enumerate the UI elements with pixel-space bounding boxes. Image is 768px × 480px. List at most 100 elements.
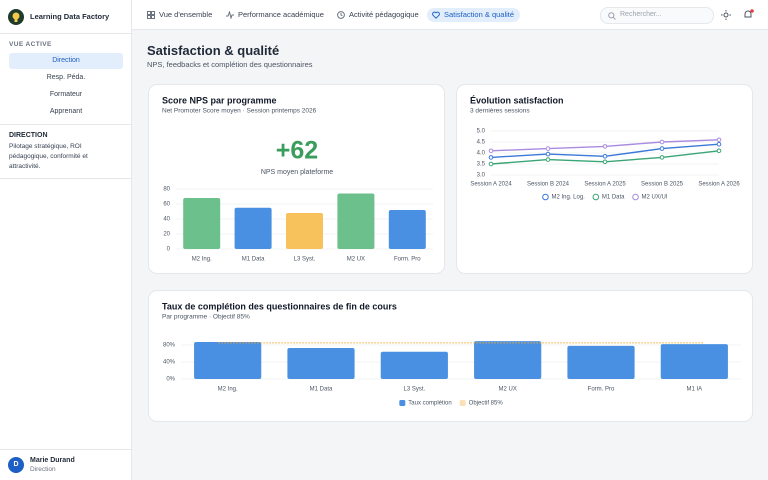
bar bbox=[285, 213, 324, 249]
line-point bbox=[602, 144, 608, 149]
role-item[interactable]: Formateur bbox=[49, 91, 83, 98]
y-tick-label: 60 bbox=[163, 202, 170, 208]
nav-tab[interactable]: Performance académique bbox=[221, 8, 330, 22]
kpi-value: +62 bbox=[276, 137, 318, 165]
bar bbox=[337, 193, 375, 249]
kpi-label: NPS moyen plateforme bbox=[261, 169, 333, 176]
section-label: VUE ACTIVE bbox=[9, 41, 52, 48]
x-tick-label: Session A 2026 bbox=[698, 182, 740, 188]
line-point bbox=[488, 148, 494, 154]
card: Évolution satisfaction 3 dernières sessio… bbox=[456, 84, 753, 274]
line-point bbox=[602, 154, 608, 159]
bar bbox=[474, 341, 542, 379]
legend-label: M2 Ing. Log. bbox=[551, 195, 585, 201]
nav-tab[interactable]: Satisfaction & qualité bbox=[427, 8, 521, 22]
nav-tab[interactable]: Activité pédagogique bbox=[332, 8, 425, 22]
search-placeholder: Rechercher... bbox=[620, 11, 662, 18]
chart-title: Score NPS par programme bbox=[162, 95, 277, 105]
chart-title: Évolution satisfaction bbox=[470, 95, 564, 105]
bar bbox=[234, 207, 272, 249]
brand-name: Learning Data Factory bbox=[30, 12, 110, 21]
x-tick-label: Form. Pro bbox=[588, 387, 615, 393]
bar bbox=[388, 210, 426, 249]
line-point bbox=[659, 139, 665, 145]
role-item[interactable]: Apprenant bbox=[49, 108, 83, 115]
legend-label: M1 Data bbox=[602, 195, 625, 201]
brand-logo bbox=[8, 9, 24, 25]
legend-swatch bbox=[459, 400, 466, 406]
x-tick-label: Form. Pro bbox=[394, 257, 421, 263]
line-point bbox=[716, 141, 722, 147]
x-tick-label: M1 IA bbox=[686, 387, 702, 393]
user-name: Marie Durand bbox=[30, 457, 75, 464]
bar bbox=[660, 344, 728, 379]
chart-subtitle: Par programme · Objectif 85% bbox=[162, 314, 250, 321]
page-title: Satisfaction & qualité bbox=[147, 43, 280, 58]
line-point bbox=[545, 157, 551, 162]
line-point bbox=[545, 146, 551, 151]
bar bbox=[194, 342, 262, 379]
chart-title: Taux de complétion des questionnaires de… bbox=[162, 301, 397, 311]
y-tick-label: 4.5 bbox=[477, 140, 486, 146]
chart: Score NPS par programme Net Promoter Scor… bbox=[162, 95, 433, 263]
bar bbox=[183, 198, 221, 249]
nav-tab-label: Performance académique bbox=[238, 10, 324, 19]
y-tick-label: 5.0 bbox=[477, 129, 486, 135]
user-avatar[interactable]: D bbox=[8, 457, 24, 473]
legend-label: M2 UX/UI bbox=[642, 195, 668, 201]
bar bbox=[287, 347, 355, 379]
topbar: Vue d'ensemble Performance académique Ac… bbox=[132, 0, 768, 30]
y-tick-label: 80 bbox=[163, 187, 170, 193]
line-point bbox=[659, 155, 665, 160]
x-tick-label: M1 Data bbox=[310, 387, 333, 393]
line-point bbox=[716, 148, 722, 154]
page-subtitle: NPS, feedbacks et complétion des questio… bbox=[147, 60, 313, 69]
line-point bbox=[488, 155, 494, 160]
line-point bbox=[659, 146, 665, 151]
x-tick-label: M1 Data bbox=[242, 257, 265, 263]
bar bbox=[380, 351, 448, 379]
legend: M2 Ing. Log. M1 Data M2 UX/UI bbox=[542, 193, 668, 201]
user-role: Direction bbox=[30, 466, 56, 473]
x-tick-label: Session A 2024 bbox=[470, 182, 512, 188]
legend: Taux complétion Objectif 85% bbox=[399, 400, 503, 407]
nav-tab-label: Satisfaction & qualité bbox=[444, 10, 515, 19]
theme-toggle[interactable] bbox=[721, 10, 731, 20]
bar bbox=[567, 345, 635, 379]
x-tick-label: M2 Ing. bbox=[192, 257, 212, 263]
x-tick-label: L3 Syst. bbox=[294, 257, 316, 263]
x-tick-label: Session A 2025 bbox=[584, 182, 626, 188]
chart: Évolution satisfaction 3 dernières sessio… bbox=[470, 95, 740, 201]
legend-swatch bbox=[542, 193, 549, 201]
line-point bbox=[602, 159, 608, 165]
legend-label: Objectif 85% bbox=[469, 401, 504, 407]
x-tick-label: Session B 2025 bbox=[641, 182, 684, 188]
chart-subtitle: 3 dernières sessions bbox=[470, 108, 530, 115]
y-tick-label: 0 bbox=[167, 247, 171, 253]
x-tick-label: L3 Syst. bbox=[403, 387, 425, 393]
y-tick-label: 40% bbox=[163, 360, 176, 366]
card: Score NPS par programme Net Promoter Scor… bbox=[148, 84, 445, 274]
card: Taux de complétion des questionnaires de… bbox=[148, 290, 753, 422]
search-box[interactable]: Rechercher... bbox=[600, 7, 714, 24]
role-item[interactable]: Resp. Péda. bbox=[46, 74, 86, 81]
x-tick-label: Session B 2024 bbox=[527, 182, 570, 188]
role-item[interactable]: Direction bbox=[9, 53, 123, 69]
chart-subtitle: Net Promoter Score moyen · Session print… bbox=[162, 108, 317, 115]
y-tick-label: 20 bbox=[163, 232, 170, 238]
y-tick-label: 80% bbox=[163, 343, 176, 349]
chart: Taux de complétion des questionnaires de… bbox=[162, 301, 741, 407]
legend-swatch bbox=[592, 193, 600, 201]
y-tick-label: 40 bbox=[163, 217, 170, 223]
x-tick-label: M2 UX bbox=[498, 387, 516, 393]
x-tick-label: M2 Ing. bbox=[218, 387, 238, 393]
x-tick-label: M2 UX bbox=[347, 257, 365, 263]
line-point bbox=[716, 137, 722, 143]
line-point bbox=[488, 161, 494, 167]
line-point bbox=[545, 151, 551, 157]
y-tick-label: 0% bbox=[166, 377, 175, 383]
notifications[interactable] bbox=[743, 9, 754, 20]
legend-swatch bbox=[399, 400, 406, 406]
nav-tab[interactable]: Vue d'ensemble bbox=[142, 8, 218, 22]
